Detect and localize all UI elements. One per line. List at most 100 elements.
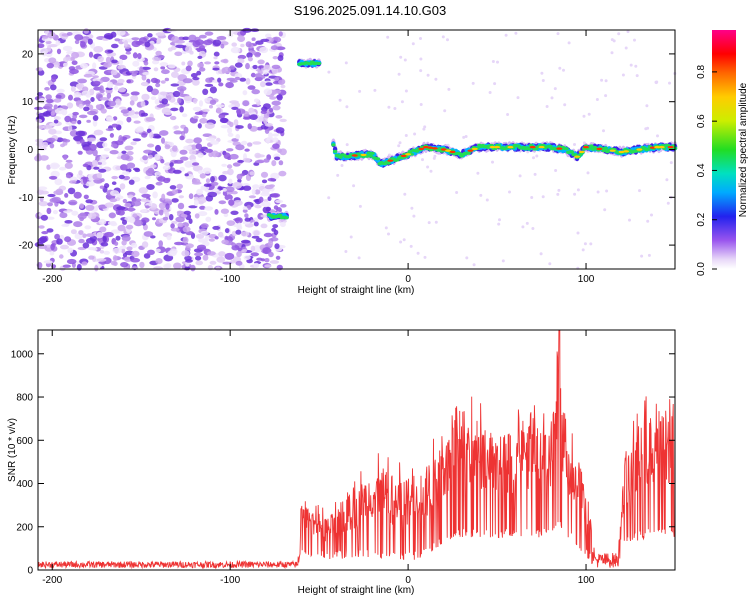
x-tick-label: 0 (405, 575, 411, 586)
noise-blob (36, 189, 45, 196)
noise-blob (50, 84, 57, 91)
noise-blob (61, 223, 70, 227)
noise-blob (197, 62, 205, 68)
noise-blob (82, 242, 90, 249)
noise-blob (86, 119, 91, 123)
noise-blob (73, 92, 82, 98)
noise-blob (183, 95, 193, 102)
noise-blob (156, 104, 166, 108)
noise-blob (173, 125, 180, 130)
noise-blob (227, 168, 234, 176)
ridge-segment (338, 155, 343, 159)
noise-blob (164, 77, 170, 82)
noise-blob (44, 103, 53, 109)
noise-blob (263, 158, 270, 163)
noise-blob (471, 81, 475, 85)
noise-blob (650, 213, 653, 217)
noise-blob (214, 236, 219, 240)
noise-blob (119, 245, 127, 250)
noise-blob (249, 171, 255, 176)
noise-blob (63, 154, 68, 161)
noise-blob (416, 251, 420, 255)
noise-blob (126, 79, 131, 84)
noise-blob (278, 79, 285, 85)
noise-blob (45, 98, 54, 104)
noise-blob (179, 156, 189, 161)
noise-blob (327, 196, 331, 200)
noise-blob (183, 126, 189, 134)
noise-blob (38, 225, 45, 229)
noise-blob (157, 54, 165, 59)
noise-blob (122, 171, 130, 176)
noise-blob (71, 210, 79, 216)
noise-blob (113, 85, 119, 91)
noise-blob (47, 193, 56, 198)
noise-blob (397, 72, 401, 76)
noise-blob (147, 154, 153, 159)
noise-blob (74, 34, 84, 41)
noise-blob (93, 129, 104, 136)
noise-blob (263, 64, 271, 71)
noise-blob (202, 241, 210, 247)
noise-blob (267, 177, 276, 182)
noise-blob (241, 109, 246, 114)
noise-blob (162, 216, 169, 221)
x-tick-label: -100 (220, 575, 240, 586)
noise-blob (48, 57, 57, 64)
noise-blob (150, 88, 159, 96)
noise-blob (126, 151, 134, 156)
noise-blob (48, 44, 58, 48)
x-tick-label: 100 (578, 274, 595, 285)
noise-blob (53, 98, 62, 103)
noise-blob (37, 43, 45, 49)
noise-blob (263, 232, 273, 238)
noise-blob (202, 88, 209, 96)
noise-blob (253, 262, 260, 269)
noise-blob (245, 77, 251, 85)
noise-blob (254, 73, 263, 78)
noise-blob (612, 39, 616, 43)
noise-blob (423, 125, 427, 129)
noise-blob (73, 221, 83, 228)
noise-blob (231, 42, 237, 47)
noise-blob (50, 111, 55, 116)
noise-blob (82, 233, 87, 238)
noise-blob (245, 41, 252, 48)
noise-blob (562, 68, 565, 72)
noise-blob (114, 38, 121, 42)
noise-blob (272, 133, 279, 137)
noise-blob (194, 213, 200, 219)
noise-blob (419, 57, 423, 61)
noise-blob (141, 93, 150, 101)
noise-blob (237, 159, 245, 163)
noise-blob (262, 69, 269, 75)
noise-blob (163, 264, 170, 269)
noise-blob (77, 150, 83, 155)
noise-blob (126, 116, 132, 123)
noise-blob (53, 119, 59, 124)
noise-blob (92, 115, 99, 121)
colorbar-tick-label: 0.6 (696, 114, 707, 128)
ridge-peak (538, 145, 545, 149)
noise-blob (160, 66, 166, 70)
spectrogram-y-ticks: -20 -10 0 10 20 (19, 49, 675, 252)
noise-blob (83, 73, 93, 78)
noise-blob (62, 45, 73, 52)
noise-blob (558, 66, 562, 70)
noise-blob (532, 156, 535, 160)
noise-blob (227, 127, 233, 134)
noise-blob (121, 235, 131, 242)
noise-blob (34, 106, 44, 110)
noise-blob (596, 190, 600, 194)
noise-blob (49, 143, 55, 149)
noise-blob (130, 95, 139, 102)
noise-blob (46, 164, 51, 170)
noise-blob (115, 235, 121, 241)
noise-blob (525, 221, 529, 225)
noise-blob (64, 115, 72, 123)
noise-blob (39, 48, 49, 54)
noise-blob (183, 145, 193, 150)
noise-blob (508, 190, 511, 194)
noise-blob (155, 83, 161, 88)
